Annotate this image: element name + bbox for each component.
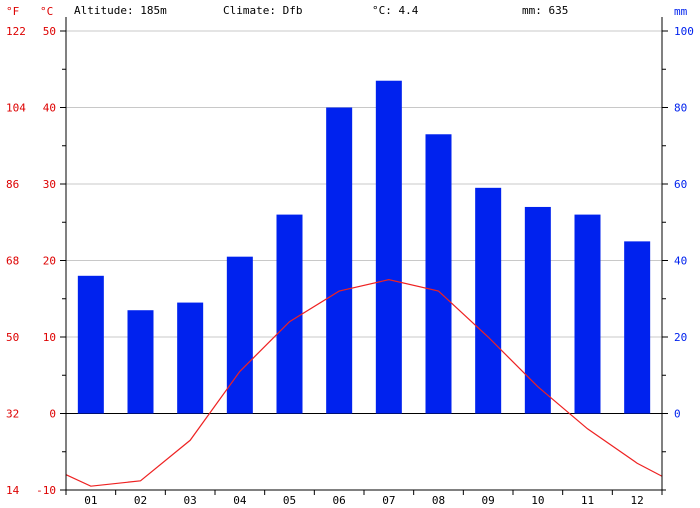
mm-tick-label: 0 bbox=[674, 408, 681, 421]
month-label: 05 bbox=[283, 494, 296, 507]
temperature-line bbox=[65, 279, 663, 487]
fahrenheit-tick-label: 104 bbox=[6, 102, 26, 115]
precip-bar bbox=[574, 214, 601, 414]
header-mean-temp: °C: 4.4 bbox=[372, 4, 419, 17]
month-label: 07 bbox=[382, 494, 395, 507]
precip-bar bbox=[77, 275, 104, 414]
mm-tick-label: 40 bbox=[674, 255, 687, 268]
mm-tick-label: 80 bbox=[674, 102, 687, 115]
fahrenheit-tick-label: 86 bbox=[6, 178, 19, 191]
month-label: 08 bbox=[432, 494, 445, 507]
month-label: 10 bbox=[531, 494, 544, 507]
precip-bar bbox=[276, 214, 303, 414]
month-label: 06 bbox=[333, 494, 346, 507]
axes bbox=[60, 17, 668, 495]
fahrenheit-tick-label: 68 bbox=[6, 255, 19, 268]
precip-bar bbox=[425, 134, 452, 414]
month-label: 02 bbox=[134, 494, 147, 507]
celsius-tick-label: 10 bbox=[43, 331, 56, 344]
fahrenheit-tick-label: 50 bbox=[6, 331, 19, 344]
header-altitude: Altitude: 185m bbox=[74, 4, 167, 17]
month-label: 01 bbox=[84, 494, 97, 507]
precip-bar bbox=[226, 256, 253, 414]
celsius-tick-label: -10 bbox=[36, 484, 56, 497]
fahrenheit-tick-label: 14 bbox=[6, 484, 20, 497]
mm-tick-label: 100 bbox=[674, 25, 694, 38]
precip-bar bbox=[624, 241, 651, 414]
celsius-tick-label: 40 bbox=[43, 102, 56, 115]
month-label: 09 bbox=[482, 494, 495, 507]
fahrenheit-tick-label: 32 bbox=[6, 408, 19, 421]
precip-bar bbox=[177, 302, 204, 414]
precip-bar bbox=[524, 206, 551, 414]
celsius-tick-label: 0 bbox=[49, 408, 56, 421]
month-label: 12 bbox=[631, 494, 644, 507]
month-label: 04 bbox=[233, 494, 247, 507]
fahrenheit-tick-label: 122 bbox=[6, 25, 26, 38]
mm-tick-label: 60 bbox=[674, 178, 687, 191]
grid bbox=[66, 30, 662, 491]
header-climate: Climate: Dfb bbox=[223, 4, 302, 17]
mm-tick-label: 20 bbox=[674, 331, 687, 344]
precip-bar bbox=[326, 107, 353, 414]
unit-celsius: °C bbox=[40, 5, 53, 18]
precipitation-bars bbox=[77, 80, 651, 414]
precip-bar bbox=[375, 80, 402, 414]
celsius-tick-label: 50 bbox=[43, 25, 56, 38]
precip-bar bbox=[127, 310, 154, 414]
month-label: 03 bbox=[184, 494, 197, 507]
unit-fahrenheit: °F bbox=[6, 5, 19, 18]
celsius-tick-label: 20 bbox=[43, 255, 56, 268]
header-precip: mm: 635 bbox=[522, 4, 568, 17]
month-label: 11 bbox=[581, 494, 594, 507]
temp-line bbox=[65, 279, 663, 487]
precip-bar bbox=[475, 187, 502, 414]
unit-mm: mm bbox=[674, 5, 688, 18]
celsius-tick-label: 30 bbox=[43, 178, 56, 191]
